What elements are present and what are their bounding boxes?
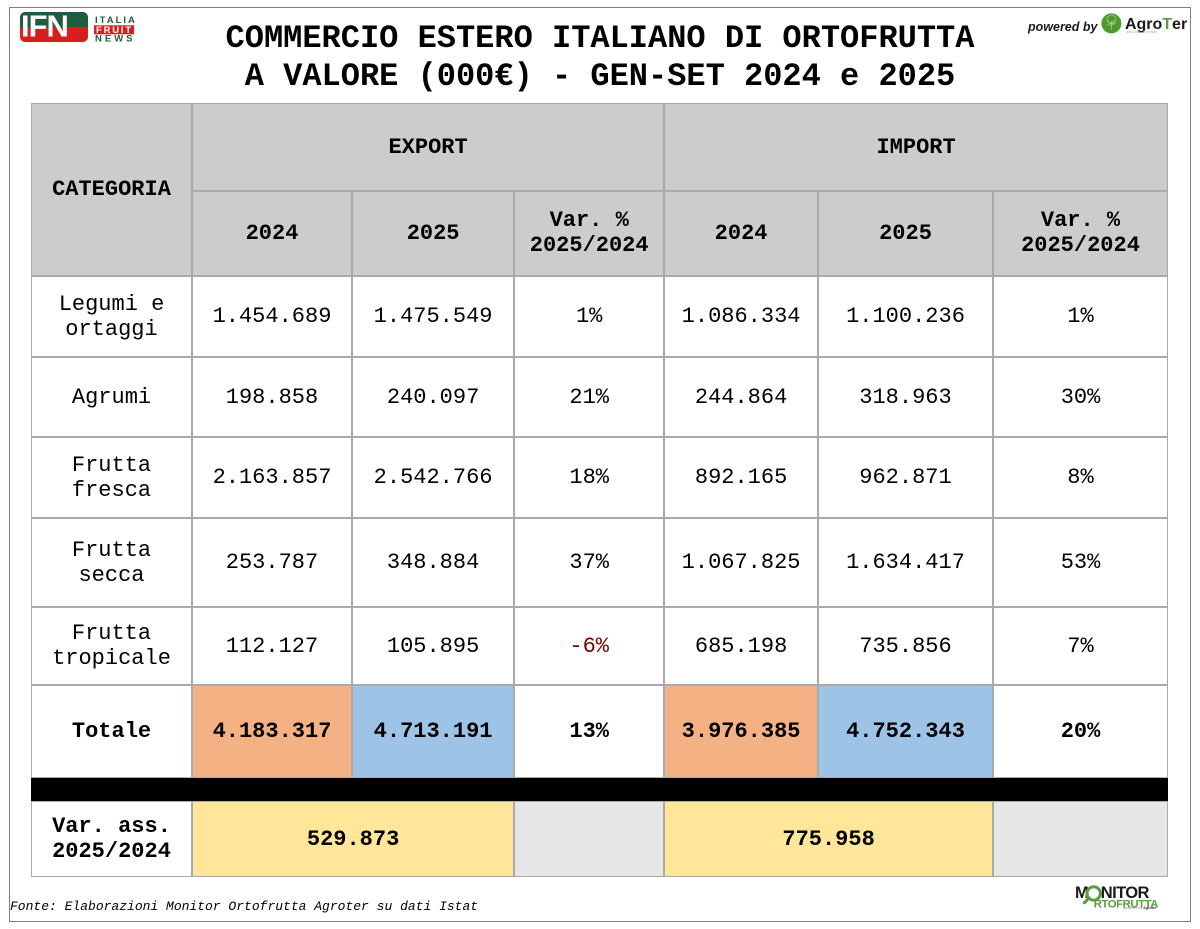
svg-text:powered by Agroter: powered by Agroter	[1123, 906, 1157, 910]
